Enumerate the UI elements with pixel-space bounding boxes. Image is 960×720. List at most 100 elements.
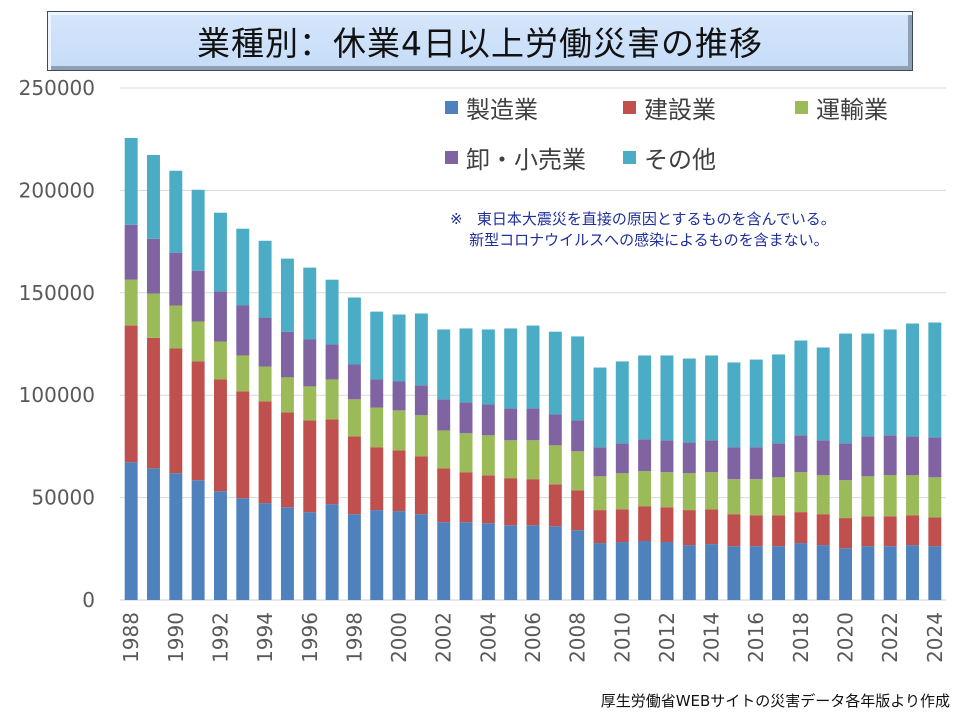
bar-segment-manufacturing-2018 (794, 543, 808, 600)
bar-segment-wholesale-retail-2016 (749, 447, 763, 480)
bar-segment-manufacturing-1989 (147, 468, 160, 600)
bar-segment-transport-2001 (414, 415, 428, 457)
bar-segment-other-2000 (392, 314, 406, 382)
bar-segment-manufacturing-2021 (861, 546, 875, 600)
bar-segment-construction-2016 (749, 515, 763, 547)
bar-segment-transport-1996 (303, 386, 317, 421)
bar-segment-wholesale-retail-2020 (839, 443, 853, 481)
bar-segment-manufacturing-2002 (437, 522, 451, 600)
bar-segment-wholesale-retail-1989 (147, 238, 160, 294)
x-tick-label: 2016 (744, 612, 768, 663)
bar-segment-wholesale-retail-2012 (660, 440, 674, 473)
x-tick-label: 2010 (610, 612, 634, 663)
bar-segment-transport-2004 (481, 435, 495, 476)
legend-label: 建設業 (644, 96, 716, 124)
note-line-2: 新型コロナウイルスへの感染によるものを含まない。 (469, 231, 829, 249)
bar-segment-wholesale-retail-2007 (548, 414, 562, 446)
bar-segment-wholesale-retail-2003 (459, 402, 473, 434)
annotation-note: ※ 東日本大震災を直接の原因とするものを含んでいる。 新型コロナウイルスへの感染… (450, 209, 836, 251)
legend-item-wholesale-retail: 卸・小売業 (445, 140, 586, 175)
source-credit: 厚生労働省WEBサイトの災害データ各年版より作成 (600, 692, 950, 710)
bar-segment-other-1990 (169, 170, 183, 253)
x-tick-label: 2018 (789, 612, 813, 663)
bar-segment-transport-1989 (147, 293, 160, 338)
y-tick-label: 100000 (19, 383, 95, 407)
bar-segment-construction-1988 (124, 325, 138, 463)
bar-segment-wholesale-retail-2021 (861, 436, 875, 477)
bar-segment-other-1997 (325, 279, 339, 345)
bar-segment-construction-2020 (839, 518, 853, 549)
bar-segment-other-2023 (906, 323, 919, 437)
x-tick-label: 2008 (566, 612, 590, 663)
bar-segment-construction-1994 (258, 401, 272, 504)
legend-label: 運輸業 (816, 96, 888, 124)
legend-label: その他 (644, 146, 716, 174)
bar-segment-wholesale-retail-2013 (682, 442, 696, 474)
bar-segment-wholesale-retail-2018 (794, 435, 808, 473)
bar-segment-other-1988 (124, 137, 138, 225)
legend-label: 卸・小売業 (466, 146, 586, 174)
bar-segment-transport-2023 (906, 475, 919, 516)
x-tick-label: 2002 (432, 612, 456, 663)
x-tick-label: 2012 (655, 612, 679, 663)
bar-segment-manufacturing-2005 (504, 525, 518, 600)
bar-segment-manufacturing-1992 (213, 491, 227, 600)
bar-segment-other-2004 (481, 329, 495, 405)
bar-segment-construction-2015 (727, 514, 741, 547)
bar-segment-manufacturing-2009 (593, 543, 607, 600)
y-tick-label: 50000 (31, 486, 95, 510)
bar-segment-wholesale-retail-2017 (772, 443, 786, 478)
bar-segment-construction-2017 (772, 515, 786, 547)
bar-segment-other-1992 (213, 212, 227, 292)
bar-segment-wholesale-retail-2009 (593, 447, 607, 477)
bar-segment-other-2001 (414, 313, 428, 386)
bar-segment-wholesale-retail-2006 (526, 408, 540, 441)
bar-segment-wholesale-retail-1991 (191, 270, 205, 322)
bar-segment-manufacturing-1997 (325, 504, 339, 600)
bar-segment-other-2002 (437, 329, 451, 400)
bar-segment-transport-2024 (928, 477, 942, 518)
bar-segment-wholesale-retail-2011 (638, 439, 652, 472)
bar-segment-construction-2004 (481, 475, 495, 524)
bar-segment-other-2011 (638, 355, 652, 440)
bar-segment-transport-2012 (660, 472, 674, 508)
bar-segment-wholesale-retail-2008 (571, 420, 585, 452)
bar-segment-other-1991 (191, 189, 205, 271)
bar-segment-manufacturing-2015 (727, 546, 741, 600)
bar-segment-manufacturing-1994 (258, 503, 272, 600)
x-axis-ticks: 1988 1990 1992 1994 1996 1998 2000 2002 2004 2006… (119, 612, 947, 663)
bar-segment-other-1999 (370, 311, 384, 380)
x-tick-label: 2024 (923, 612, 947, 663)
x-tick-label: 1992 (208, 612, 232, 663)
bar-segment-wholesale-retail-2015 (727, 447, 741, 480)
bar-segment-construction-2012 (660, 507, 674, 543)
bar-segment-construction-2021 (861, 516, 875, 547)
bar-segment-transport-2017 (772, 477, 786, 516)
legend-label: 製造業 (466, 96, 538, 124)
bar-segment-wholesale-retail-1999 (370, 379, 384, 408)
bar-segment-manufacturing-2006 (526, 525, 540, 600)
bar-segment-manufacturing-2019 (816, 545, 830, 600)
bar-segment-construction-2003 (459, 472, 473, 523)
bar-segment-manufacturing-2004 (481, 523, 495, 600)
bar-segment-transport-2010 (615, 473, 629, 510)
bar-segment-wholesale-retail-2014 (705, 440, 719, 473)
legend-swatch-transport (795, 101, 808, 114)
bar-segment-other-2024 (928, 322, 942, 438)
bar-segment-construction-1991 (191, 361, 205, 481)
bar-segment-wholesale-retail-1996 (303, 339, 317, 387)
bar-segment-construction-2000 (392, 450, 406, 512)
x-tick-label: 1988 (119, 612, 143, 663)
bar-segment-wholesale-retail-2002 (437, 399, 451, 431)
bar-segment-transport-2015 (727, 479, 741, 515)
x-tick-label: 1994 (253, 612, 277, 663)
bar-segment-other-1995 (280, 258, 294, 332)
bar-segment-other-2019 (816, 347, 830, 441)
bar-segment-construction-2006 (526, 479, 540, 526)
x-tick-label: 2004 (476, 612, 500, 663)
bar-segment-construction-2023 (906, 515, 919, 546)
bar-segment-construction-2014 (705, 509, 719, 545)
bar-segment-construction-1992 (213, 379, 227, 492)
bar-segment-construction-2024 (928, 517, 942, 547)
